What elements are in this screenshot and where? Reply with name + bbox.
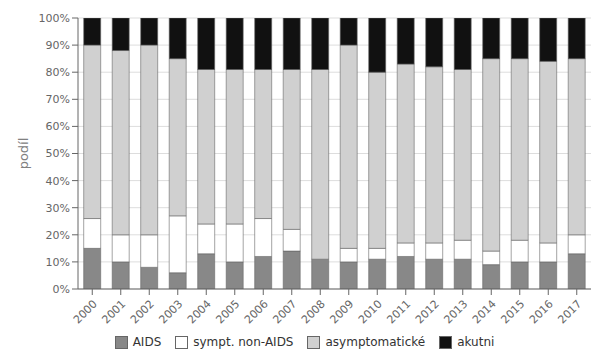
html-text:sympt. non-AIDS: sympt. non-AIDS [193, 335, 294, 349]
svg-text:2004: 2004 [185, 297, 214, 326]
svg-text:2005: 2005 [213, 297, 242, 326]
svg-text:80%: 80% [46, 66, 70, 79]
svg-text:10%: 10% [46, 256, 70, 269]
svg-text:2016: 2016 [527, 297, 556, 326]
svg-text:90%: 90% [46, 39, 70, 52]
svg-text:50%: 50% [46, 147, 70, 160]
svg-text:2000: 2000 [71, 297, 100, 326]
svg-text:2012: 2012 [413, 297, 442, 326]
svg-text:20%: 20% [46, 229, 70, 242]
svg-text:0%: 0% [53, 283, 70, 296]
svg-text:60%: 60% [46, 120, 70, 133]
svg-text:70%: 70% [46, 93, 70, 106]
svg-text:30%: 30% [46, 202, 70, 215]
svg-text:2017: 2017 [555, 297, 584, 326]
svg-text:2007: 2007 [270, 297, 299, 326]
svg-text:2003: 2003 [156, 297, 185, 326]
svg-text:100%: 100% [39, 12, 70, 25]
svg-text:2009: 2009 [327, 297, 356, 326]
svg-text:2010: 2010 [356, 297, 385, 326]
svg-text:2011: 2011 [384, 297, 413, 326]
svg-text:2015: 2015 [498, 297, 527, 326]
html-text:AIDS: AIDS [132, 335, 162, 349]
html-text:asymptomatické: asymptomatické [325, 335, 426, 349]
svg-text:40%: 40% [46, 175, 70, 188]
svg-text:2008: 2008 [299, 297, 328, 326]
html-text:akutni: akutni [457, 335, 495, 349]
svg-text:2014: 2014 [470, 297, 499, 326]
svg-text:2001: 2001 [99, 297, 128, 326]
svg-text:2002: 2002 [128, 297, 157, 326]
svg-text:2013: 2013 [441, 297, 470, 326]
svg-text:2006: 2006 [242, 297, 271, 326]
svg-text:podíl: podíl [16, 138, 31, 170]
